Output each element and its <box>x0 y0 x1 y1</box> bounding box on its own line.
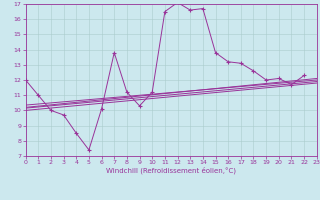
X-axis label: Windchill (Refroidissement éolien,°C): Windchill (Refroidissement éolien,°C) <box>106 167 236 174</box>
